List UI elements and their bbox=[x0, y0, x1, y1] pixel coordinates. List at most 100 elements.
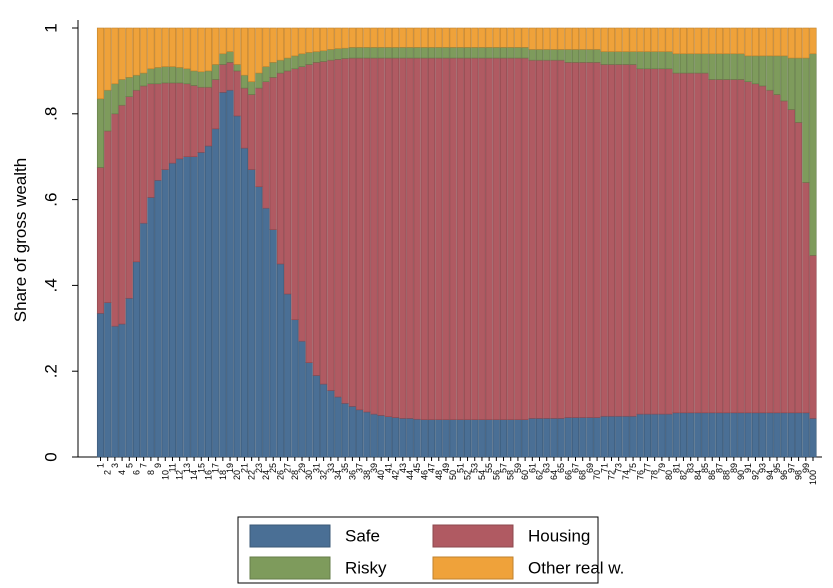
bar-segment bbox=[550, 59, 558, 419]
bar-segment bbox=[442, 27, 450, 48]
bar-segment bbox=[248, 94, 256, 170]
bar-segment bbox=[464, 419, 472, 458]
legend-label: Housing bbox=[528, 526, 590, 545]
bar-segment bbox=[550, 418, 558, 458]
bar-segment bbox=[370, 47, 378, 59]
bar-segment bbox=[413, 47, 421, 59]
bar-segment bbox=[643, 51, 652, 70]
bar-segment bbox=[557, 59, 565, 419]
bar-segment bbox=[737, 27, 745, 55]
bar-segment bbox=[449, 27, 457, 48]
bar-segment bbox=[240, 147, 248, 458]
bar-segment bbox=[363, 57, 371, 413]
x-tick-label: 33 bbox=[326, 463, 336, 473]
bar-segment bbox=[586, 49, 594, 63]
bar-segment bbox=[248, 169, 256, 458]
bar-segment bbox=[204, 145, 212, 458]
x-tick-label: 5 bbox=[124, 463, 134, 468]
bar-segment bbox=[406, 418, 414, 458]
bar-segment bbox=[212, 79, 220, 130]
x-tick-label: 40 bbox=[376, 470, 386, 480]
bar-segment bbox=[658, 51, 666, 70]
bar-segment bbox=[751, 55, 759, 85]
bar-segment bbox=[557, 49, 565, 61]
y-axis-label: Share of gross wealth bbox=[11, 158, 30, 322]
bar-segment bbox=[428, 27, 436, 48]
bar-segment bbox=[535, 49, 544, 61]
x-tick-label: 86 bbox=[707, 470, 717, 480]
bar-segment bbox=[780, 27, 788, 57]
x-tick-label: 32 bbox=[319, 470, 329, 480]
bar-segment bbox=[305, 362, 313, 458]
bar-segment bbox=[219, 92, 227, 458]
bar-segment bbox=[759, 55, 767, 87]
bar-segment bbox=[651, 68, 659, 415]
bar-segment bbox=[651, 27, 659, 52]
bar-segment bbox=[715, 79, 723, 414]
x-tick-label: 42 bbox=[391, 470, 401, 480]
bar-segment bbox=[312, 27, 320, 52]
bar-segment bbox=[766, 89, 774, 414]
x-tick-label: 58 bbox=[506, 470, 516, 480]
bar-segment bbox=[564, 417, 572, 458]
x-tick-label: 53 bbox=[470, 463, 480, 473]
bar-segment bbox=[226, 27, 234, 52]
x-tick-label: 4 bbox=[117, 470, 127, 475]
bar-segment bbox=[586, 27, 594, 50]
bar-segment bbox=[147, 83, 155, 198]
x-tick-label: 64 bbox=[549, 470, 559, 480]
bar-segment bbox=[528, 27, 536, 50]
bar-segment bbox=[168, 66, 177, 84]
bar-segment bbox=[147, 27, 155, 70]
x-tick-label: 94 bbox=[765, 470, 775, 480]
bar-segment bbox=[370, 413, 378, 458]
x-tick-label: 82 bbox=[678, 470, 688, 480]
bar-segment bbox=[665, 51, 673, 70]
bar-segment bbox=[219, 53, 227, 65]
bar-segment bbox=[730, 27, 738, 55]
bar-segment bbox=[384, 416, 392, 458]
x-tick-label: 38 bbox=[362, 470, 372, 480]
bar-segment bbox=[723, 79, 731, 414]
bar-segment bbox=[183, 27, 191, 70]
bar-segment bbox=[607, 51, 616, 65]
bar-segment bbox=[658, 68, 666, 415]
bar-segment bbox=[629, 51, 637, 65]
bar-segment bbox=[111, 27, 119, 85]
bar-segment bbox=[485, 27, 493, 48]
x-tick-label: 91 bbox=[743, 463, 753, 473]
x-tick-label: 55 bbox=[484, 463, 494, 473]
bar-segment bbox=[248, 27, 256, 82]
bar-segment bbox=[413, 418, 421, 458]
bar-segment bbox=[392, 27, 400, 48]
x-tick-label: 56 bbox=[491, 470, 501, 480]
x-tick-label: 96 bbox=[779, 470, 789, 480]
bar-segment bbox=[276, 27, 284, 61]
x-tick-label: 87 bbox=[714, 463, 724, 473]
x-tick-label: 36 bbox=[347, 470, 357, 480]
x-tick-label: 9 bbox=[153, 463, 163, 468]
bar-segment bbox=[708, 412, 716, 458]
bar-segment bbox=[140, 85, 148, 224]
bar-segment bbox=[564, 27, 572, 50]
bar-segment bbox=[521, 47, 529, 59]
bar-segment bbox=[442, 57, 450, 420]
x-tick-label: 26 bbox=[275, 470, 285, 480]
bar-segment bbox=[708, 79, 716, 414]
bar-segment bbox=[161, 66, 169, 84]
bar-segment bbox=[564, 62, 572, 418]
bar-segment bbox=[255, 27, 263, 74]
bar-segment bbox=[665, 68, 673, 415]
bar-segment bbox=[787, 57, 795, 110]
bar-segment bbox=[564, 49, 572, 63]
bar-segment bbox=[636, 413, 644, 458]
x-tick-label: 10 bbox=[160, 470, 170, 480]
bar-segment bbox=[787, 412, 795, 458]
bar-segment bbox=[413, 57, 421, 420]
bar-segment bbox=[593, 49, 601, 63]
bar-segment bbox=[327, 27, 335, 50]
bar-segment bbox=[240, 87, 248, 149]
bar-segment bbox=[737, 79, 745, 414]
bar-segment bbox=[392, 47, 400, 59]
